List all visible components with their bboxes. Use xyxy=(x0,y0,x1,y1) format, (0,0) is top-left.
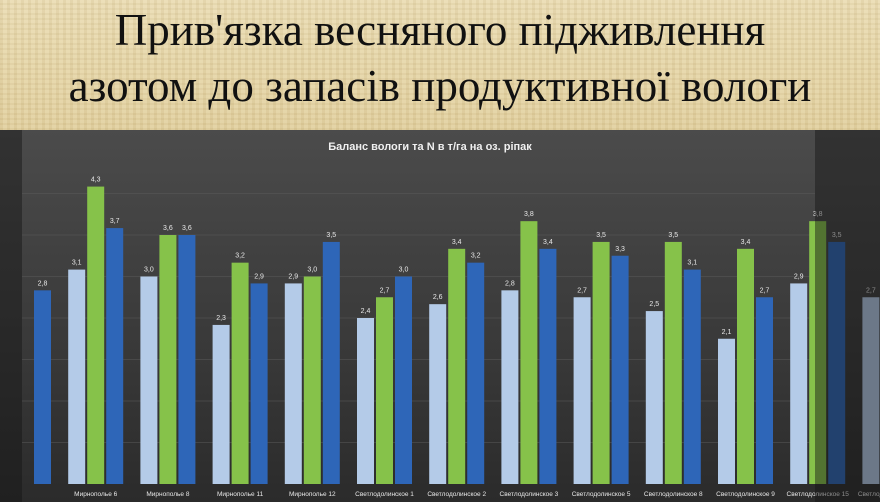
bar-2-series-2 xyxy=(159,235,177,484)
bar-9-series-1 xyxy=(645,311,663,484)
data-label: 2,7 xyxy=(577,287,587,294)
data-label: 3,4 xyxy=(741,239,751,246)
data-label: 3,1 xyxy=(687,260,697,267)
data-label: 3,1 xyxy=(72,260,82,267)
bar-3-series-1 xyxy=(212,324,230,484)
bar-11-series-2 xyxy=(809,221,827,484)
chart-value-labels: 2,8 3,1 4,3 3,7 3,0 3,6 3,6 2,3 3,2 2,9 2,9 3,0 3,5 2… xyxy=(38,177,876,336)
data-label: 3,0 xyxy=(399,267,409,274)
data-label: 3,5 xyxy=(326,232,336,239)
bar-7-series-1 xyxy=(501,290,519,484)
bar-12-series-1 xyxy=(862,297,880,484)
bar-9-series-3 xyxy=(683,269,701,484)
data-label: 3,6 xyxy=(163,225,173,232)
bar-4-series-3 xyxy=(322,241,340,484)
chart-canvas: Баланс вологи та N в т/га на оз. ріпак 2… xyxy=(22,141,880,498)
chart-category-labels: Мирнополье 6 Мирнополье 8 Мирнополье 11 Мир… xyxy=(74,491,880,498)
data-label: 3,4 xyxy=(452,239,462,246)
category-label: Светлодолинское 3 xyxy=(500,491,559,498)
data-label: 3,6 xyxy=(182,225,192,232)
data-label: 2,9 xyxy=(288,273,298,280)
bar-10-series-3 xyxy=(756,297,773,484)
bar-7-series-3 xyxy=(539,248,557,484)
category-label: Светлодолинское 15 xyxy=(787,491,850,498)
category-label: Мирнополье 11 xyxy=(217,491,264,498)
bar-chart: Баланс вологи та N в т/га на оз. ріпак 2… xyxy=(0,130,880,502)
bar-6-series-3 xyxy=(467,262,485,484)
bar-8-series-3 xyxy=(611,255,629,484)
bar-1-series-2 xyxy=(87,186,105,485)
bar-5-series-1 xyxy=(357,318,374,484)
data-label: 3,4 xyxy=(543,239,553,246)
data-label: 3,8 xyxy=(813,211,823,218)
data-label: 3,5 xyxy=(832,232,842,239)
data-label: 2,3 xyxy=(216,315,226,322)
data-label: 3,5 xyxy=(668,232,678,239)
data-label: 2,9 xyxy=(254,273,264,280)
bar-0-series-3 xyxy=(34,290,51,484)
bar-3-series-3 xyxy=(250,283,268,484)
bar-1-series-3 xyxy=(106,228,124,484)
bar-10-series-1 xyxy=(718,338,735,484)
slide-title-line-2: азотом до запасів продуктивної вологи xyxy=(68,61,812,111)
data-label: 3,7 xyxy=(110,218,120,225)
category-label: Светлодолинское 1 xyxy=(355,491,414,498)
data-label: 4,3 xyxy=(91,177,101,184)
data-label: 3,2 xyxy=(471,253,481,260)
bar-11-series-3 xyxy=(828,241,846,484)
data-label: 2,7 xyxy=(760,287,770,294)
data-label: 3,8 xyxy=(524,211,534,218)
slide-title-line-1: Прив'язка весняного підживлення xyxy=(114,5,766,55)
data-label: 3,5 xyxy=(596,232,606,239)
category-label: Мирнополье 8 xyxy=(146,491,189,498)
data-label: 2,7 xyxy=(866,287,876,294)
bar-6-series-2 xyxy=(448,248,466,484)
data-label: 2,7 xyxy=(380,287,390,294)
bar-10-series-2 xyxy=(737,248,754,484)
data-label: 2,4 xyxy=(361,308,371,315)
bar-5-series-3 xyxy=(395,276,412,484)
bar-3-series-2 xyxy=(231,262,249,484)
bar-6-series-1 xyxy=(429,304,447,484)
bar-4-series-1 xyxy=(284,283,302,484)
category-label: Мирнополье 12 xyxy=(289,491,336,498)
data-label: 3,0 xyxy=(144,267,154,274)
category-label: Светлодолинское 8 xyxy=(644,491,703,498)
data-label: 2,8 xyxy=(505,280,515,287)
data-label: 2,5 xyxy=(649,301,659,308)
data-label: 2,9 xyxy=(794,273,804,280)
bar-5-series-2 xyxy=(376,297,393,484)
data-label: 3,0 xyxy=(307,267,317,274)
chart-title: Баланс вологи та N в т/га на оз. ріпак xyxy=(328,141,532,153)
slide-title-banner: Прив'язка весняного підживлення азотом д… xyxy=(0,0,880,130)
bar-2-series-3 xyxy=(178,235,196,484)
category-label: Светлодолинское 3... xyxy=(858,491,880,498)
bar-8-series-2 xyxy=(592,241,610,484)
data-label: 3,2 xyxy=(235,253,245,260)
data-label: 3,3 xyxy=(615,246,625,253)
bar-11-series-1 xyxy=(790,283,808,484)
bar-2-series-1 xyxy=(140,276,158,484)
data-label: 2,6 xyxy=(433,294,443,301)
category-label: Мирнополье 6 xyxy=(74,491,117,498)
data-label: 2,1 xyxy=(722,329,732,336)
category-label: Светлодолинское 5 xyxy=(572,491,631,498)
data-label: 2,8 xyxy=(38,280,48,287)
bar-4-series-2 xyxy=(303,276,321,484)
bar-7-series-2 xyxy=(520,221,538,484)
bar-8-series-1 xyxy=(573,297,591,484)
bar-1-series-1 xyxy=(68,269,86,484)
category-label: Светлодолинское 9 xyxy=(716,491,775,498)
category-label: Светлодолинское 2 xyxy=(427,491,486,498)
chart-bars xyxy=(34,186,880,485)
bar-9-series-2 xyxy=(664,241,682,484)
